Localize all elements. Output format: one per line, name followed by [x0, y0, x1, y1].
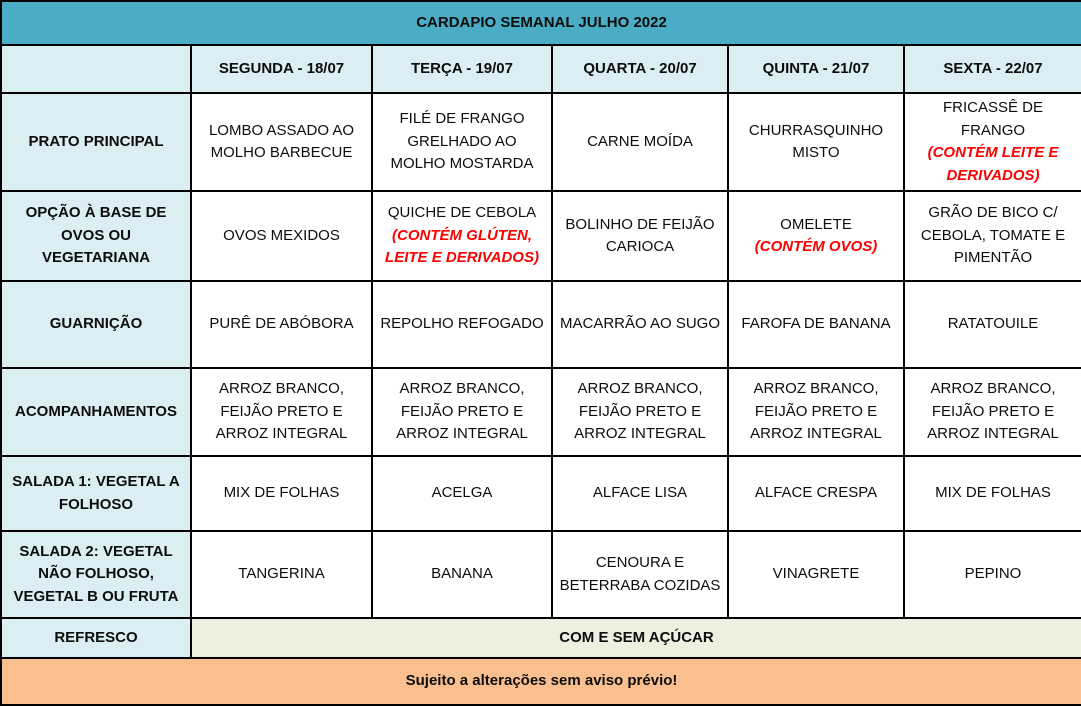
row-prato-principal: PRATO PRINCIPAL LOMBO ASSADO AO MOLHO BA… [0, 92, 1081, 192]
menu-cell: RATATOUILE [902, 280, 1081, 369]
dish-text: ALFACE LISA [592, 484, 688, 502]
menu-cell: ALFACE LISA [551, 455, 729, 532]
row-label-salada-2: SALADA 2: VEGETAL NÃO FOLHOSO, VEGETAL B… [0, 530, 192, 619]
row-label-refresco: REFRESCO [0, 617, 192, 659]
dish-text: TANGERINA [238, 565, 325, 583]
menu-cell: TANGERINA [190, 530, 373, 619]
dish-text: ALFACE CRESPA [754, 484, 878, 502]
dish-text: LOMBO ASSADO AO MOLHO BARBECUE [208, 121, 355, 162]
dish-text: QUICHE DE CEBOLA [387, 204, 537, 222]
menu-cell: ACELGA [371, 455, 553, 532]
dish-text: FRICASSÊ DE FRANGO [942, 99, 1044, 139]
allergen-note: (CONTÉM LEITE E DERIVADOS) [927, 144, 1059, 184]
menu-cell: QUICHE DE CEBOLA (CONTÉM GLÚTEN, LEITE E… [371, 190, 553, 282]
menu-cell: BANANA [371, 530, 553, 619]
row-label-opcao: OPÇÃO À BASE DE OVOS OU VEGETARIANA [0, 190, 192, 282]
menu-title: CARDAPIO SEMANAL JULHO 2022 [0, 0, 1081, 46]
row-salada-2: SALADA 2: VEGETAL NÃO FOLHOSO, VEGETAL B… [0, 530, 1081, 619]
menu-cell: OVOS MEXIDOS [190, 190, 373, 282]
row-label-acompanhamentos: ACOMPANHAMENTOS [0, 367, 192, 457]
menu-cell: LOMBO ASSADO AO MOLHO BARBECUE [190, 92, 373, 192]
dish-text: ARROZ BRANCO, FEIJÃO PRETO E ARROZ INTEG… [927, 380, 1059, 443]
corner-cell [0, 44, 192, 94]
menu-cell: VINAGRETE [727, 530, 905, 619]
row-label-prato-principal: PRATO PRINCIPAL [0, 92, 192, 192]
dish-text: RATATOUILE [947, 315, 1039, 333]
menu-cell: GRÃO DE BICO C/ CEBOLA, TOMATE E PIMENTÃ… [902, 190, 1081, 282]
dish-text: FAROFA DE BANANA [741, 315, 891, 333]
day-header-tuesday: TERÇA - 19/07 [371, 44, 553, 94]
dish-text: ARROZ BRANCO, FEIJÃO PRETO E ARROZ INTEG… [750, 380, 882, 443]
dish-text: CENOURA E BETERRABA COZIDAS [559, 554, 721, 594]
menu-cell: ARROZ BRANCO, FEIJÃO PRETO E ARROZ INTEG… [190, 367, 373, 457]
menu-cell: PEPINO [902, 530, 1081, 619]
row-label-salada-1: SALADA 1: VEGETAL A FOLHOSO [0, 455, 192, 532]
menu-cell: FAROFA DE BANANA [727, 280, 905, 369]
menu-cell: ARROZ BRANCO, FEIJÃO PRETO E ARROZ INTEG… [371, 367, 553, 457]
day-header-friday: SEXTA - 22/07 [902, 44, 1081, 94]
dish-text: OVOS MEXIDOS [223, 226, 340, 244]
menu-cell: OMELETE (CONTÉM OVOS) [727, 190, 905, 282]
row-guarnicao: GUARNIÇÃO PURÊ DE ABÓBORA REPOLHO REFOGA… [0, 280, 1081, 369]
allergen-note: (CONTÉM OVOS) [754, 238, 878, 255]
menu-cell: MIX DE FOLHAS [902, 455, 1081, 532]
dish-text: PEPINO [964, 565, 1022, 583]
dish-text: BANANA [431, 565, 493, 583]
day-header-wednesday: QUARTA - 20/07 [551, 44, 729, 94]
dish-text: MACARRÃO AO SUGO [559, 315, 721, 333]
menu-cell: CHURRASQUINHO MISTO [727, 92, 905, 192]
menu-cell: MACARRÃO AO SUGO [551, 280, 729, 369]
menu-cell: CARNE MOÍDA [551, 92, 729, 192]
dish-text: VINAGRETE [772, 565, 860, 583]
dish-text: PURÊ DE ABÓBORA [209, 315, 354, 333]
refresco-value: COM E SEM AÇÚCAR [189, 617, 1081, 659]
menu-cell: CENOURA E BETERRABA COZIDAS [551, 530, 729, 619]
row-label-guarnicao: GUARNIÇÃO [0, 280, 192, 369]
menu-cell: FRICASSÊ DE FRANGO (CONTÉM LEITE E DERIV… [902, 92, 1081, 192]
dish-text: ARROZ BRANCO, FEIJÃO PRETO E ARROZ INTEG… [215, 380, 348, 443]
dish-text: ACELGA [431, 484, 493, 502]
dish-text: REPOLHO REFOGADO [380, 315, 544, 333]
menu-cell: MIX DE FOLHAS [190, 455, 373, 532]
dish-text: ARROZ BRANCO, FEIJÃO PRETO E ARROZ INTEG… [574, 380, 706, 443]
menu-cell: PURÊ DE ABÓBORA [190, 280, 373, 369]
menu-cell: ARROZ BRANCO, FEIJÃO PRETO E ARROZ INTEG… [902, 367, 1081, 457]
day-header-thursday: QUINTA - 21/07 [727, 44, 905, 94]
dish-text: OMELETE [780, 215, 852, 233]
menu-cell: ARROZ BRANCO, FEIJÃO PRETO E ARROZ INTEG… [551, 367, 729, 457]
dish-text: BOLINHO DE FEIJÃO CARIOCA [565, 215, 715, 256]
dish-text: CARNE MOÍDA [587, 132, 693, 150]
dish-text: ARROZ BRANCO, FEIJÃO PRETO E ARROZ INTEG… [396, 380, 528, 443]
dish-text: CHURRASQUINHO MISTO [748, 121, 884, 162]
row-refresco: REFRESCO COM E SEM AÇÚCAR [0, 617, 1081, 659]
dish-text: GRÃO DE BICO C/ CEBOLA, TOMATE E PIMENTÃ… [920, 204, 1066, 267]
menu-cell: FILÉ DE FRANGO GRELHADO AO MOLHO MOSTARD… [371, 92, 553, 192]
dish-text: FILÉ DE FRANGO GRELHADO AO MOLHO MOSTARD… [390, 110, 534, 173]
menu-cell: ALFACE CRESPA [727, 455, 905, 532]
dish-text: MIX DE FOLHAS [935, 484, 1051, 502]
allergen-note: (CONTÉM GLÚTEN, LEITE E DERIVADOS) [385, 226, 539, 267]
dish-text: MIX DE FOLHAS [223, 484, 340, 502]
row-acompanhamentos: ACOMPANHAMENTOS ARROZ BRANCO, FEIJÃO PRE… [0, 367, 1081, 457]
menu-cell: BOLINHO DE FEIJÃO CARIOCA [551, 190, 729, 282]
menu-cell: ARROZ BRANCO, FEIJÃO PRETO E ARROZ INTEG… [727, 367, 905, 457]
row-opcao-ovos-vegetariana: OPÇÃO À BASE DE OVOS OU VEGETARIANA OVOS… [0, 190, 1081, 282]
row-salada-1: SALADA 1: VEGETAL A FOLHOSO MIX DE FOLHA… [0, 455, 1081, 532]
day-header-monday: SEGUNDA - 18/07 [190, 44, 373, 94]
menu-cell: REPOLHO REFOGADO [371, 280, 553, 369]
